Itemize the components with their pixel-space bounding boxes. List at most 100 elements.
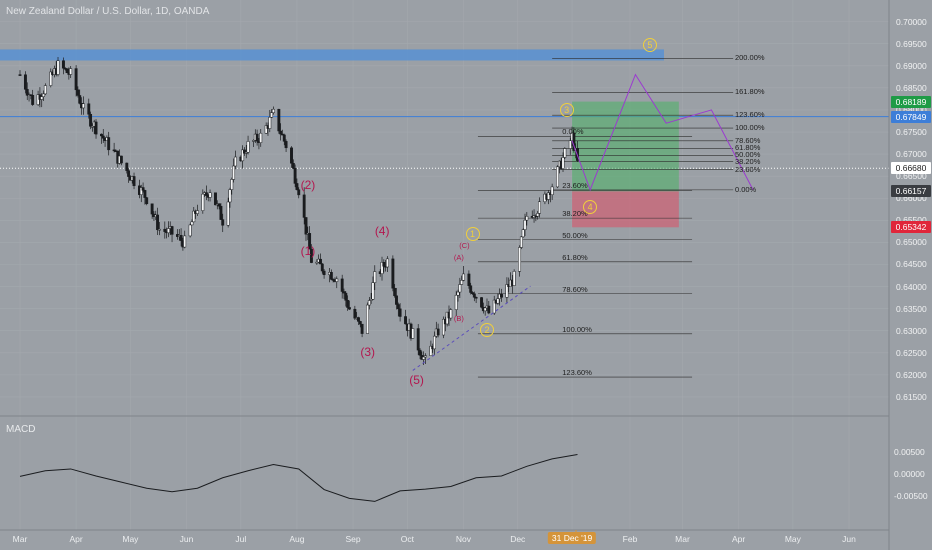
candle-body [282, 134, 286, 142]
candle-body [302, 194, 306, 218]
candle-body [467, 273, 471, 286]
fib-retracement-label: 61.80% [562, 252, 588, 262]
candle-body [369, 299, 373, 301]
price-tick-label: 0.63000 [896, 325, 927, 336]
candle-body [23, 74, 27, 90]
price-tick-label: 0.65500 [896, 215, 930, 225]
candle-body [107, 137, 111, 151]
candle-body [319, 258, 322, 265]
zones-layer [0, 49, 889, 228]
price-badge: 0.65342 [891, 221, 931, 234]
candle-body [192, 210, 196, 223]
candle-body [442, 318, 446, 336]
candle-body [367, 300, 371, 306]
candle-body [483, 307, 487, 312]
candle-body [320, 263, 324, 272]
price-badge: 0.66680 [891, 162, 931, 175]
candle-body [264, 125, 268, 134]
fib-extension-label: 100.00% [734, 123, 765, 133]
candle-body [309, 248, 313, 263]
candle-body [449, 309, 453, 319]
candle-body [221, 219, 225, 226]
fib-retracement-label: 78.60% [562, 284, 588, 294]
candle-body [132, 176, 136, 187]
candle-body [418, 349, 422, 356]
time-tick-label: Mar [675, 534, 690, 544]
macd-line [19, 453, 578, 502]
fib-extension-label: 0.00% [734, 184, 757, 194]
grid-lines [0, 0, 889, 530]
wave-label-circled: 1 [465, 227, 480, 242]
candle-body [188, 224, 192, 237]
wave-label-major: (4) [374, 223, 390, 238]
candle-body [56, 60, 60, 75]
candle-body [150, 203, 154, 215]
candle-body [112, 149, 116, 152]
candle-body [454, 294, 458, 310]
price-tick-label: 0.67500 [896, 127, 927, 138]
wave-label-major: (2) [300, 178, 316, 193]
fib-retracement-label: 38.20% [562, 209, 588, 219]
macd-indicator-label[interactable]: MACD [6, 424, 36, 435]
candle-body [127, 170, 131, 177]
candle-body [547, 192, 550, 200]
candle-body [69, 68, 73, 75]
candle-body [244, 152, 248, 154]
candle-body [25, 89, 29, 96]
candle-body [353, 308, 357, 319]
price-badge: 0.67849 [891, 110, 931, 123]
candle-body [255, 133, 259, 142]
candle-body [308, 233, 312, 250]
candle-body [458, 284, 462, 293]
candle-body [281, 133, 284, 136]
candle-body [538, 201, 541, 214]
candle-body [179, 235, 183, 241]
candle-body [519, 236, 523, 248]
fib-extension-label: 123.60% [734, 110, 765, 120]
time-tick-label: May [784, 534, 801, 544]
macd-layer [19, 453, 578, 502]
candle-body [293, 168, 297, 184]
candle-body [183, 235, 187, 248]
time-tick-label: Apr [731, 534, 746, 544]
macd-tick-label: 0.00000 [894, 469, 925, 480]
wave-label-minor: (A) [453, 252, 464, 262]
candle-body [228, 189, 232, 203]
candle-body [226, 201, 230, 226]
candle-body [518, 247, 522, 272]
candle-body [322, 270, 326, 276]
fibonacci-layer [477, 57, 734, 378]
wave-label-minor: (B) [453, 313, 464, 323]
candle-body [170, 226, 174, 235]
fib-retracement-label: 50.00% [562, 230, 588, 240]
candle-body [230, 179, 234, 190]
candle-body [536, 213, 540, 217]
fib-extension-label: 23.60% [734, 164, 761, 174]
candle-body [358, 321, 362, 325]
price-tick-label: 0.66000 [896, 193, 927, 204]
time-tick-label: Mar [12, 534, 28, 544]
price-badge: 0.68189 [891, 95, 931, 108]
fib-retracement-label: 100.00% [562, 324, 592, 334]
time-cursor-label: 31 Dec '19 [547, 532, 597, 544]
candle-body [297, 189, 301, 196]
candle-body [366, 304, 369, 334]
candle-body [340, 278, 344, 292]
candle-body [119, 155, 123, 164]
candle-body [295, 183, 299, 190]
wave-label-major: (5) [409, 372, 424, 387]
candle-body [90, 126, 94, 128]
time-tick-label: Jun [179, 534, 194, 544]
candle-body [382, 262, 386, 267]
candle-body [396, 304, 400, 310]
candle-body [304, 217, 308, 235]
candle-body [141, 187, 145, 191]
candle-body [474, 297, 478, 299]
wave-label-circled: 2 [479, 322, 494, 337]
candle-body [279, 130, 283, 135]
candle-body [347, 307, 351, 310]
candle-body [268, 117, 272, 129]
candle-body [78, 95, 82, 104]
candle-body [521, 229, 525, 238]
